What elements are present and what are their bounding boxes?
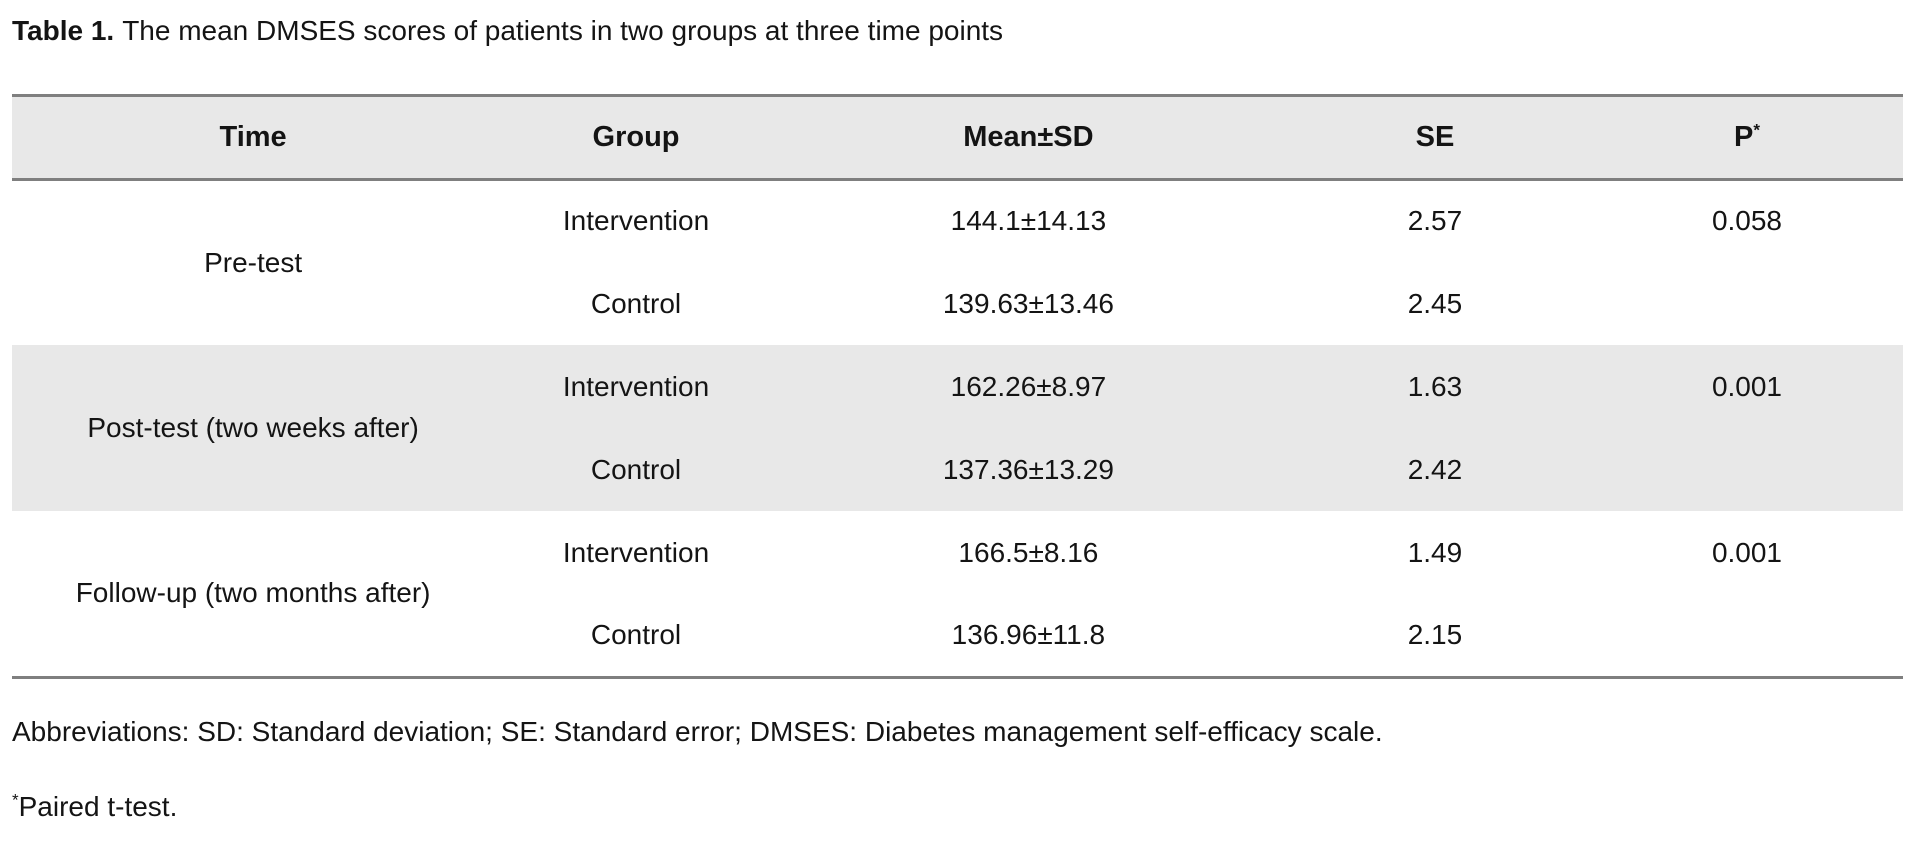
table-caption: Table 1. The mean DMSES scores of patient…	[12, 14, 1903, 48]
table-row: Post-test (two weeks after) Intervention…	[12, 345, 1903, 444]
paired-text: Paired t-test.	[18, 790, 178, 822]
p-cell	[1591, 262, 1903, 345]
table-row: Control 137.36±13.29 2.42	[12, 428, 1903, 511]
mean-sd-cell: 139.63±13.46	[942, 287, 1114, 319]
column-header-se: SE	[1278, 95, 1591, 181]
mean-sd-cell: 136.96±11.8	[951, 618, 1106, 650]
section-follow-up: Follow-up (two months after) Interventio…	[12, 511, 1903, 677]
section-pre-test: Pre-test Intervention 144.1±14.13 2.57 0…	[12, 179, 1903, 345]
time-cell: Post-test (two weeks after)	[87, 412, 419, 444]
mean-sd-cell: 162.26±8.97	[950, 370, 1107, 402]
paired-asterisk: *	[12, 790, 19, 810]
section-post-test: Post-test (two weeks after) Intervention…	[12, 345, 1903, 512]
table-caption-label: Table 1.	[12, 15, 115, 46]
table-header: Time Group Mean±SD SE P*	[12, 95, 1903, 181]
group-cell: Intervention	[562, 370, 710, 402]
group-cell: Control	[590, 453, 682, 485]
time-cell: Follow-up (two months after)	[75, 577, 431, 609]
p-asterisk: *	[1753, 119, 1760, 139]
se-cell: 2.57	[1407, 205, 1463, 237]
mean-sd-cell: 144.1±14.13	[950, 205, 1107, 237]
p-label: P	[1733, 120, 1754, 153]
footnote-paired-t-test: *Paired t-test.	[12, 789, 1903, 824]
p-cell	[1591, 594, 1903, 677]
column-header-time: Time	[12, 95, 495, 181]
time-cell: Pre-test	[204, 246, 303, 278]
group-cell: Control	[590, 287, 682, 319]
column-header-p: P*	[1590, 95, 1903, 181]
group-cell: Control	[590, 618, 682, 650]
mean-sd-cell: 137.36±13.29	[942, 453, 1114, 485]
mean-sd-cell: 166.5±8.16	[958, 536, 1099, 568]
table-row: Follow-up (two months after) Interventio…	[12, 511, 1903, 609]
table-row: Pre-test Intervention 144.1±14.13 2.57 0…	[12, 179, 1903, 278]
column-header-group: Group	[494, 95, 778, 181]
column-header-mean-sd: Mean±SD	[777, 95, 1279, 181]
dmses-scores-table: Time Group Mean±SD SE P* Pre-test Interv…	[12, 93, 1903, 679]
group-cell: Intervention	[562, 536, 710, 568]
se-cell: 2.15	[1407, 618, 1463, 650]
table-row: Control 136.96±11.8 2.15	[12, 594, 1903, 677]
footnote-abbreviations: Abbreviations: SD: Standard deviation; S…	[12, 715, 1383, 747]
p-cell: 0.058	[1711, 205, 1783, 237]
se-cell: 1.49	[1407, 536, 1463, 568]
group-cell: Intervention	[562, 205, 710, 237]
p-cell: 0.001	[1711, 536, 1783, 568]
se-cell: 2.42	[1407, 453, 1463, 485]
table-caption-text: The mean DMSES scores of patients in two…	[122, 15, 1004, 46]
table-row: Control 139.63±13.46 2.45	[12, 262, 1903, 345]
se-cell: 2.45	[1407, 287, 1463, 319]
header-row: Time Group Mean±SD SE P*	[12, 95, 1903, 181]
p-cell	[1591, 428, 1903, 511]
se-cell: 1.63	[1407, 370, 1463, 402]
p-cell: 0.001	[1711, 370, 1783, 402]
